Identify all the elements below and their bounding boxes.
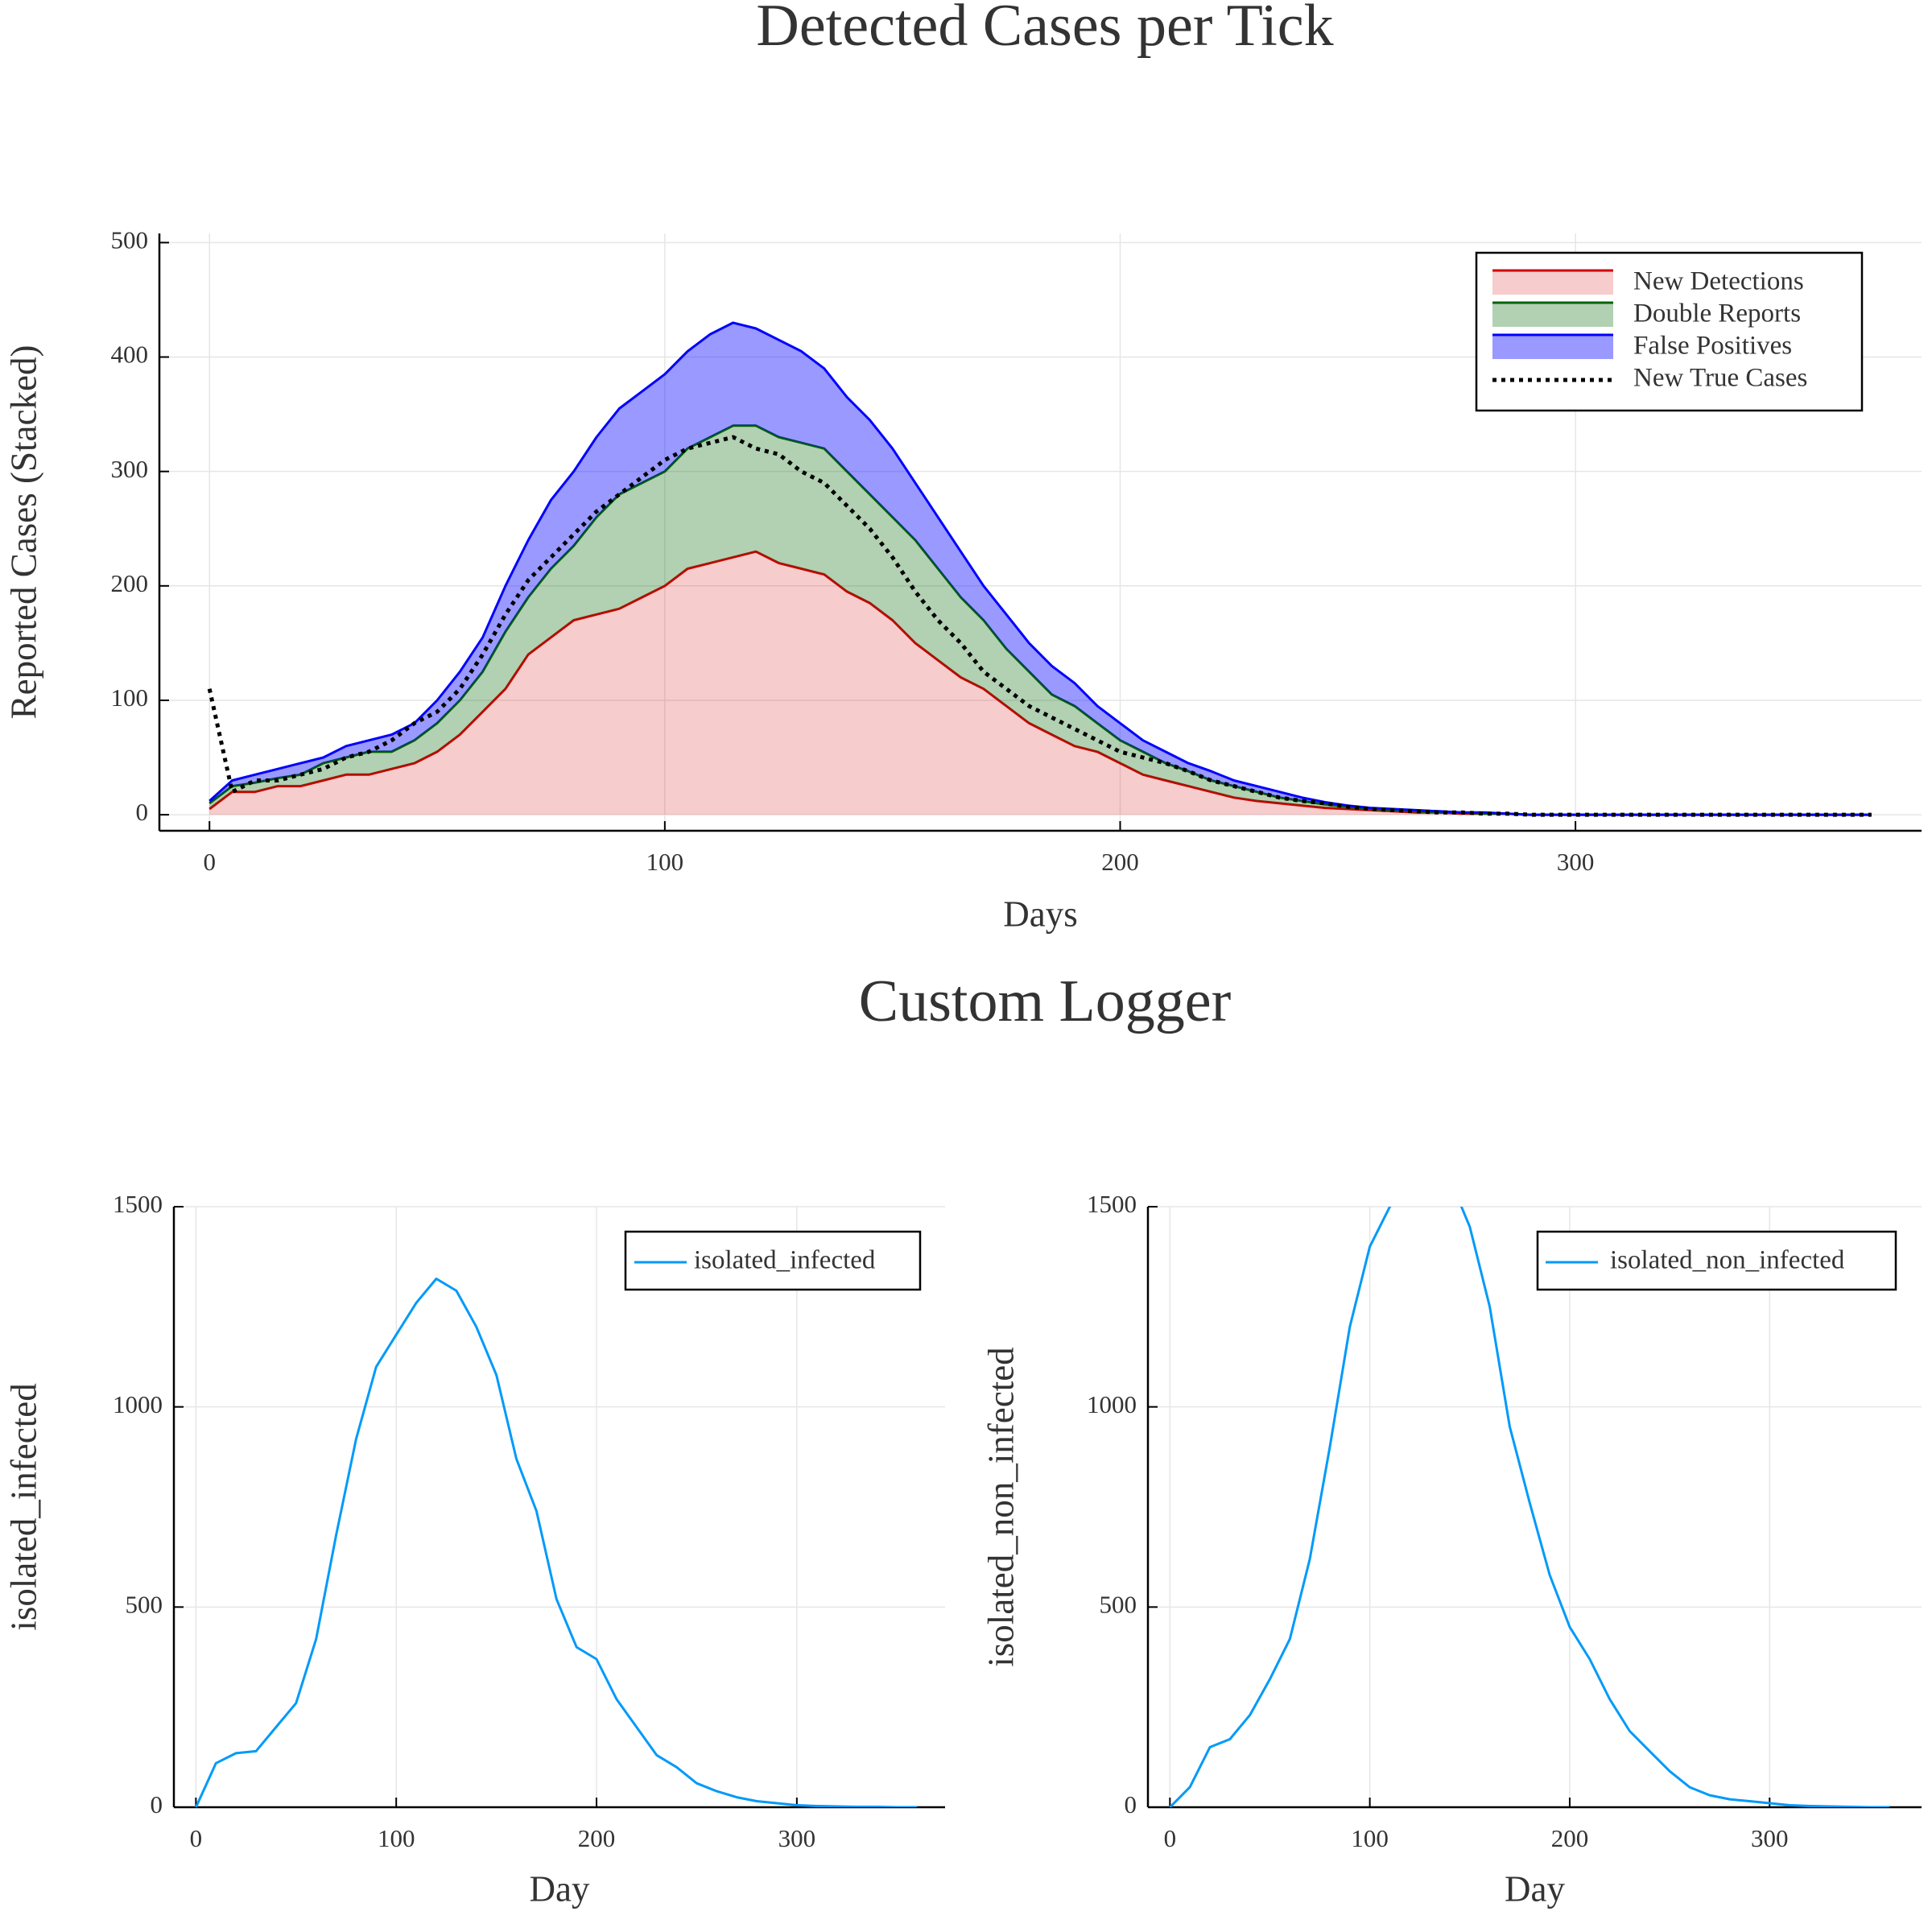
y-axis-label: isolated_infected [3,1383,43,1630]
y-tick-label: 500 [1100,1590,1137,1618]
stack-fill [209,425,1872,815]
x-tick-label: 100 [378,1824,415,1852]
x-tick-label: 0 [1164,1824,1177,1852]
y-tick-label: 200 [111,569,149,597]
chart-title: Detected Cases per Tick [756,0,1333,59]
x-tick-label: 0 [190,1824,203,1852]
legend-label: isolated_non_infected [1610,1246,1845,1275]
x-tick-label: 200 [1551,1824,1589,1852]
y-tick-label: 1500 [113,1190,163,1218]
y-tick-label: 400 [111,341,149,369]
plot-area [195,1278,918,1807]
legend-box [624,1230,922,1291]
legend-label: False Positives [1633,332,1792,361]
legend-label: New Detections [1633,267,1804,296]
legend-swatch [1492,335,1613,359]
x-tick-label: 0 [203,848,216,876]
series-line [195,1278,918,1807]
x-axis-label: Days [1003,894,1077,934]
legend-label: New True Cases [1633,364,1807,393]
stack-fill [209,551,1872,815]
legend-box [1475,251,1864,412]
y-axis-label: Reported Cases (Stacked) [3,345,43,720]
x-tick-label: 300 [1557,848,1595,876]
x-axis-label: Day [530,1868,590,1909]
x-axis-label: Day [1505,1868,1565,1909]
y-tick-label: 1000 [1087,1390,1137,1418]
x-tick-label: 200 [578,1824,616,1852]
x-tick-label: 200 [1101,848,1139,876]
y-tick-label: 0 [1125,1790,1137,1818]
plot-area [207,321,1872,817]
legend-swatch [1492,270,1613,295]
x-tick-label: 300 [778,1824,816,1852]
legend-label: Double Reports [1633,299,1801,328]
y-tick-label: 1500 [1087,1190,1137,1218]
y-tick-label: 1000 [113,1390,163,1418]
legend-swatch [1492,303,1613,327]
stack-fill [209,322,1872,815]
x-tick-label: 300 [1751,1824,1789,1852]
chart-title: Custom Logger [859,968,1231,1034]
legend-box [1536,1230,1897,1291]
x-tick-label: 100 [646,848,684,876]
dotted-line [207,435,1872,817]
legend-label: isolated_infected [694,1246,876,1275]
y-tick-label: 0 [136,798,149,826]
y-tick-label: 100 [111,683,149,712]
x-tick-label: 100 [1351,1824,1389,1852]
y-tick-label: 500 [126,1590,163,1618]
plot-area [1169,1207,1890,1807]
y-tick-label: 500 [111,225,149,254]
y-axis-label: isolated_non_infected [980,1347,1021,1666]
y-tick-label: 300 [111,455,149,483]
series-line [1169,1207,1890,1807]
y-tick-label: 0 [151,1790,163,1818]
